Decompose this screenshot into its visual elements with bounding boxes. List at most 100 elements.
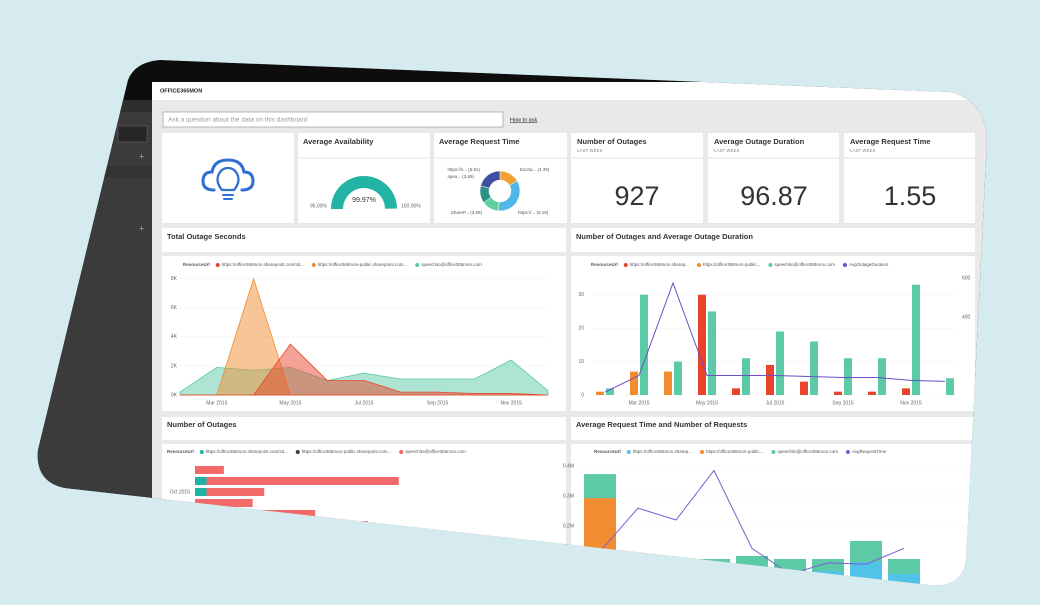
kpi-subtitle: LAST WEEK bbox=[714, 148, 740, 153]
y2-tick-label: 400 bbox=[962, 314, 971, 320]
sidebar-add[interactable]: + bbox=[139, 151, 144, 161]
tile[interactable] bbox=[571, 133, 703, 223]
tile-title: Number of Outages bbox=[167, 420, 237, 429]
bar bbox=[732, 388, 740, 395]
sidebar-band bbox=[37, 166, 152, 178]
gauge-arc bbox=[331, 175, 397, 209]
bar bbox=[195, 521, 368, 529]
bar bbox=[698, 559, 730, 586]
x-tick-label: Nov 2015 bbox=[900, 400, 922, 406]
y-tick-label: 0.3M bbox=[563, 493, 574, 499]
bar bbox=[776, 331, 784, 395]
bar bbox=[195, 499, 253, 507]
bar bbox=[902, 388, 910, 395]
y-tick-label: 4K bbox=[171, 334, 178, 340]
line bbox=[604, 281, 946, 393]
x-tick-label: May 2015 bbox=[696, 400, 718, 406]
bar bbox=[195, 510, 220, 518]
bar bbox=[584, 498, 616, 586]
gauge-max: 100.00% bbox=[401, 203, 421, 209]
donut-slice bbox=[480, 170, 501, 189]
line bbox=[599, 469, 905, 575]
y-tick-label: 8K bbox=[171, 276, 178, 282]
bar bbox=[606, 388, 614, 395]
bar bbox=[622, 562, 654, 586]
legend-swatch bbox=[415, 263, 420, 267]
bar bbox=[206, 488, 265, 496]
bar bbox=[195, 543, 528, 551]
donut-label: Excha... (4.39) bbox=[520, 167, 550, 172]
bar bbox=[195, 488, 207, 496]
x-tick-label: Jul 2015 bbox=[355, 400, 374, 406]
bar bbox=[195, 477, 207, 485]
bar bbox=[584, 474, 616, 499]
y-tick-label: 0.4M bbox=[563, 463, 574, 469]
legend-swatch bbox=[842, 263, 847, 267]
tile[interactable] bbox=[708, 133, 839, 223]
legend-entry: speechito@office365mon.com bbox=[405, 449, 466, 454]
legend-swatch bbox=[768, 263, 773, 267]
tile-header[interactable] bbox=[162, 417, 566, 440]
sidebar-search[interactable] bbox=[117, 125, 148, 143]
bar bbox=[888, 559, 920, 574]
kpi-value: 927 bbox=[614, 181, 659, 211]
legend-swatch bbox=[696, 263, 701, 267]
bar bbox=[742, 358, 750, 395]
tile[interactable] bbox=[844, 133, 975, 223]
legend-title: ResourceUrl bbox=[591, 262, 618, 267]
donut-label: ShareP... (3.69) bbox=[451, 210, 483, 215]
donut-label: https://s... (5.51) bbox=[447, 167, 480, 172]
legend-entry: https://office365mon-public.sharepoint.c… bbox=[302, 449, 391, 454]
x-tick-label: Sep 2015 bbox=[427, 400, 449, 406]
bar bbox=[812, 559, 844, 571]
bar bbox=[774, 580, 806, 586]
kpi-value: 96.87 bbox=[740, 181, 808, 211]
bar bbox=[912, 284, 920, 395]
legend-swatch bbox=[399, 450, 404, 454]
legend-entry: https://office365mon.sharepoint.com/sit.… bbox=[206, 449, 288, 454]
legend-swatch bbox=[845, 450, 850, 454]
tile-header[interactable] bbox=[571, 228, 975, 252]
tile-title: Average Request Time and Number of Reque… bbox=[576, 420, 747, 429]
bar bbox=[888, 574, 920, 586]
qna-box[interactable] bbox=[162, 111, 504, 128]
bar bbox=[850, 562, 882, 586]
bar bbox=[810, 341, 818, 395]
bar bbox=[850, 541, 882, 562]
tile[interactable] bbox=[162, 133, 294, 223]
bar bbox=[800, 381, 808, 395]
legend-swatch bbox=[215, 263, 220, 267]
x-tick-label: May 2015 bbox=[279, 400, 301, 406]
donut-label: https://... (9.19) bbox=[518, 210, 549, 215]
y-tick-label: Oct 2015 bbox=[170, 489, 191, 495]
bar bbox=[774, 559, 806, 580]
legend-swatch bbox=[623, 263, 628, 267]
sidebar-band bbox=[37, 100, 152, 112]
legend-title: ResourceUrl bbox=[594, 449, 621, 454]
x-tick-label: Mar 2015 bbox=[206, 400, 227, 406]
qna-placeholder: Ask a question about the data on this da… bbox=[168, 117, 308, 124]
y-tick-label: 10 bbox=[578, 359, 584, 365]
tile-header[interactable] bbox=[571, 417, 975, 440]
legend-swatch bbox=[295, 450, 300, 454]
area bbox=[180, 343, 549, 396]
legend-swatch bbox=[771, 450, 776, 454]
legend-entry: speechito@office365mon.com bbox=[777, 449, 838, 454]
bar bbox=[630, 371, 638, 395]
donut-label: spea... (3.69) bbox=[447, 174, 474, 179]
header-bar bbox=[152, 82, 987, 100]
gauge-min: 95.00% bbox=[310, 203, 328, 209]
kpi-subtitle: LAST WEEK bbox=[577, 148, 603, 153]
kpi-subtitle: LAST WEEK bbox=[850, 148, 876, 153]
legend-entry: https://office365mon.sharep... bbox=[630, 262, 689, 267]
x-tick-label: Nov 2015 bbox=[500, 400, 522, 406]
legend-entry: AvgOutageDuration bbox=[849, 262, 889, 267]
sidebar-add[interactable]: + bbox=[139, 223, 144, 233]
bar bbox=[674, 361, 682, 395]
how-to-ask[interactable]: How to ask bbox=[510, 117, 537, 123]
gauge-value: 99.97% bbox=[352, 197, 376, 204]
y2-tick-label: 600 bbox=[962, 275, 971, 281]
legend-entry: AvgRequestTime bbox=[852, 449, 887, 454]
bar bbox=[219, 510, 316, 518]
tile-header[interactable] bbox=[162, 228, 566, 252]
